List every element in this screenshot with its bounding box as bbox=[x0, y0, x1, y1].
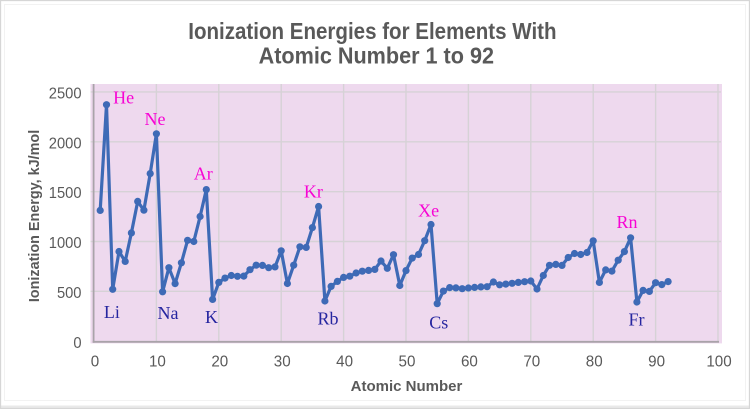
svg-text:Ar: Ar bbox=[194, 164, 213, 184]
svg-text:Atomic Number: Atomic Number bbox=[351, 378, 463, 395]
svg-text:Atomic Number 1 to 92: Atomic Number 1 to 92 bbox=[259, 43, 494, 69]
svg-text:0: 0 bbox=[73, 334, 81, 352]
svg-text:Ionization Energy, kJ/mol: Ionization Energy, kJ/mol bbox=[27, 130, 43, 302]
svg-text:He: He bbox=[113, 87, 134, 107]
svg-text:Xe: Xe bbox=[418, 201, 439, 221]
svg-text:Na: Na bbox=[158, 303, 179, 323]
svg-text:Ionization Energies for Elemen: Ionization Energies for Elements With bbox=[188, 18, 556, 44]
svg-text:Fr: Fr bbox=[628, 310, 644, 330]
svg-text:20: 20 bbox=[211, 353, 228, 370]
svg-text:30: 30 bbox=[274, 353, 291, 370]
svg-text:Li: Li bbox=[104, 302, 120, 322]
svg-text:60: 60 bbox=[461, 353, 478, 370]
svg-text:100: 100 bbox=[706, 353, 732, 370]
svg-text:Kr: Kr bbox=[304, 182, 323, 202]
svg-text:Rn: Rn bbox=[616, 212, 637, 232]
svg-text:90: 90 bbox=[648, 353, 665, 370]
svg-text:2000: 2000 bbox=[49, 135, 82, 153]
svg-text:Cs: Cs bbox=[429, 313, 448, 333]
svg-text:70: 70 bbox=[523, 353, 540, 370]
svg-text:80: 80 bbox=[586, 353, 603, 370]
svg-text:1000: 1000 bbox=[49, 235, 82, 253]
svg-text:Ne: Ne bbox=[145, 109, 166, 129]
svg-text:500: 500 bbox=[57, 284, 82, 302]
svg-text:1500: 1500 bbox=[49, 185, 82, 203]
svg-text:Rb: Rb bbox=[317, 309, 338, 329]
svg-text:50: 50 bbox=[399, 353, 416, 370]
svg-text:K: K bbox=[205, 307, 218, 327]
svg-text:0: 0 bbox=[91, 353, 100, 370]
svg-text:2500: 2500 bbox=[49, 85, 82, 103]
svg-text:40: 40 bbox=[336, 353, 353, 370]
svg-text:10: 10 bbox=[149, 353, 166, 370]
